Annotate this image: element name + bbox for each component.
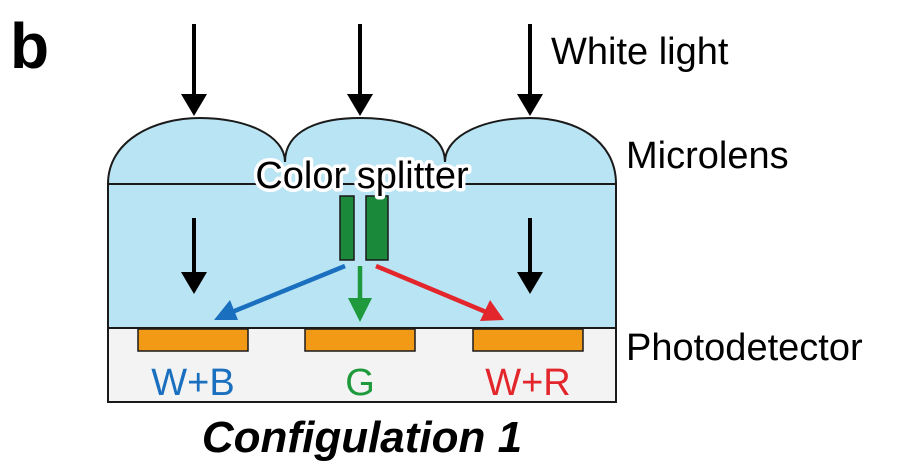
white-light-arrowhead-center (347, 94, 373, 116)
panel-letter: b (10, 10, 49, 82)
pixel-label-left: W+B (151, 362, 234, 404)
white-light-arrowhead-right (517, 94, 543, 116)
green-split-arrowhead (348, 298, 372, 322)
pixel-label-right: W+R (485, 362, 571, 404)
red-split-arrowhead (480, 300, 504, 321)
microlens-layer (107, 116, 617, 329)
photodetector-label: Photodetector (626, 327, 863, 369)
pixel-label-center: G (345, 362, 375, 404)
inner-arrowhead-left (181, 272, 207, 294)
white-light-arrowhead-left (181, 94, 207, 116)
photodetector-pad-center (304, 328, 416, 352)
photodetector-pad-left (137, 328, 249, 352)
photodetector-pad-right (472, 328, 584, 352)
color-splitter-label: Color splitter (255, 155, 469, 197)
microlens-label: Microlens (626, 135, 789, 177)
blue-split-arrowhead (214, 300, 238, 320)
color-splitter-bar-right (365, 195, 389, 261)
inner-arrowhead-right (517, 272, 543, 294)
caption: Configulation 1 (202, 413, 522, 462)
blue-split-arrow (231, 263, 346, 315)
white-light-label: White light (551, 31, 729, 73)
color-splitter-bar-left (339, 195, 355, 261)
red-split-arrow (375, 263, 487, 315)
